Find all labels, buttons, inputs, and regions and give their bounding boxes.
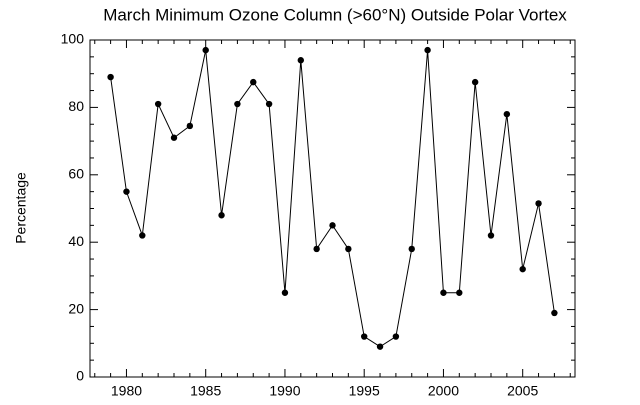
data-point <box>154 100 162 108</box>
data-point <box>551 309 558 317</box>
data-point <box>265 100 273 108</box>
data-point <box>329 222 336 229</box>
data-point <box>107 73 114 81</box>
data-point <box>440 289 447 296</box>
x-tick-label: 1985 <box>190 383 221 399</box>
x-tick-label: 2005 <box>507 383 538 399</box>
data-point <box>376 343 384 350</box>
data-point <box>186 122 194 130</box>
data-point <box>170 134 178 141</box>
x-tick-label: 1995 <box>349 383 380 399</box>
data-point <box>360 333 368 340</box>
y-axis-label: Percentage <box>13 172 29 244</box>
x-tick-label: 1980 <box>111 383 142 399</box>
y-tick-label: 80 <box>68 98 84 114</box>
data-point <box>234 100 241 108</box>
data-point <box>519 265 526 273</box>
series-line <box>110 50 555 348</box>
y-tick-label: 100 <box>61 31 85 47</box>
data-point <box>487 232 495 239</box>
y-tick-label: 40 <box>68 233 84 249</box>
data-point <box>535 200 542 207</box>
data-point <box>123 188 130 195</box>
data-point <box>139 232 146 239</box>
data-point <box>297 57 305 64</box>
data-point <box>313 245 320 253</box>
x-tick-label: 1990 <box>269 383 300 399</box>
data-point <box>408 245 415 253</box>
data-point <box>503 110 511 118</box>
data-point <box>471 78 479 86</box>
data-point <box>345 245 352 253</box>
y-tick-label: 20 <box>68 300 84 316</box>
x-tick-label: 2000 <box>428 383 459 399</box>
data-point <box>456 289 463 296</box>
plot-frame <box>89 39 576 378</box>
y-tick-label: 0 <box>76 368 84 384</box>
data-point <box>392 333 400 340</box>
data-point <box>281 289 289 296</box>
data-point <box>250 78 257 86</box>
chart-title: March Minimum Ozone Column (>60°N) Outsi… <box>103 5 567 24</box>
y-tick-label: 60 <box>68 166 84 182</box>
data-point <box>424 46 431 54</box>
data-point <box>218 212 225 219</box>
data-point <box>202 46 209 54</box>
